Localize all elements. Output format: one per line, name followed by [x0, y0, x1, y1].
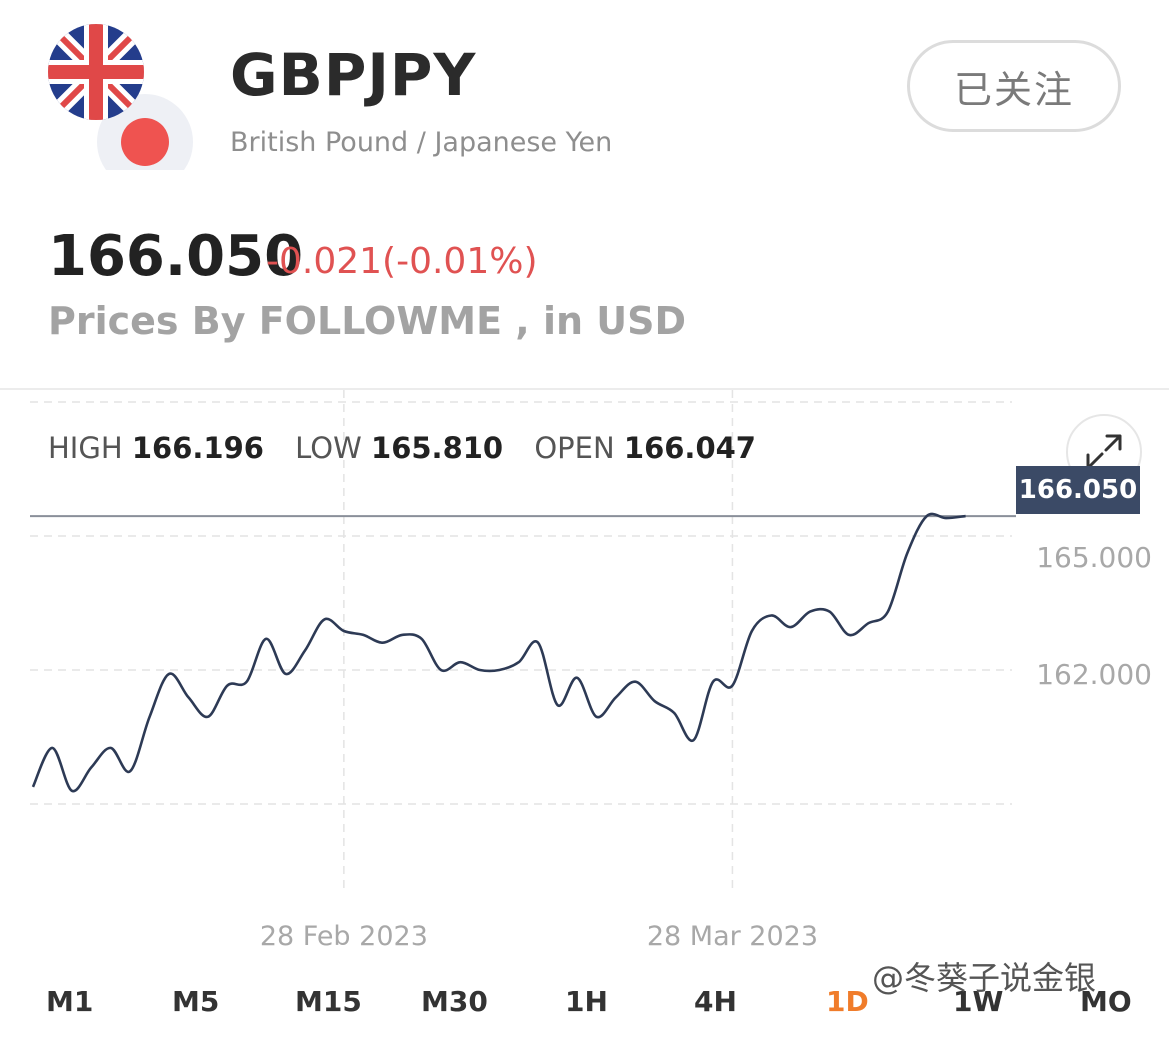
- price-chart[interactable]: 165.000 162.000 28 Feb 2023 28 Mar 2023: [0, 390, 1169, 960]
- symbol-title: GBPJPY: [230, 41, 477, 109]
- timeframe-m1[interactable]: M1: [46, 985, 94, 1018]
- timeframe-m5[interactable]: M5: [172, 985, 220, 1018]
- pair-name: British Pound / Japanese Yen: [230, 127, 613, 158]
- high-label: HIGH: [48, 431, 123, 465]
- watermark: @冬葵子说金银: [872, 959, 1097, 997]
- high-value: 166.196: [131, 431, 264, 465]
- divider: [0, 388, 1169, 390]
- current-price: 166.050: [48, 224, 304, 289]
- x-axis-ticks: 28 Feb 2023 28 Mar 2023: [260, 390, 818, 952]
- low-value: 165.810: [371, 431, 504, 465]
- uk-japan-flag-icon: [48, 24, 194, 190]
- x-tick-label: 28 Feb 2023: [260, 921, 428, 952]
- price-series: [31, 512, 966, 793]
- y-tick-label: 165.000: [1036, 541, 1152, 574]
- chart-grid: [30, 401, 1012, 805]
- x-tick-label: 28 Mar 2023: [647, 921, 818, 952]
- follow-button[interactable]: 已关注: [907, 40, 1121, 132]
- price-source: Prices By FOLLOWME , in USD: [48, 299, 687, 343]
- timeframe-m15[interactable]: M15: [295, 985, 362, 1018]
- timeframe-1w[interactable]: 1W: [953, 985, 1004, 1018]
- ohlc-stats: HIGH 166.196 LOW 165.810 OPEN 166.047: [48, 430, 756, 466]
- timeframe-1d[interactable]: 1D: [826, 985, 869, 1018]
- timeframe-mo[interactable]: MO: [1080, 985, 1132, 1018]
- y-tick-label: 162.000: [1036, 658, 1152, 691]
- current-price-tag: 166.050: [1016, 466, 1140, 514]
- open-value: 166.047: [623, 431, 756, 465]
- y-axis-ticks: 165.000 162.000: [1036, 541, 1152, 691]
- timeframe-4h[interactable]: 4H: [694, 985, 737, 1018]
- price-change: -0.021(-0.01%): [266, 241, 538, 282]
- open-label: OPEN: [534, 431, 615, 465]
- low-label: LOW: [295, 431, 362, 465]
- timeframe-1h[interactable]: 1H: [565, 985, 608, 1018]
- series-line: [31, 512, 966, 793]
- timeframe-m30[interactable]: M30: [421, 985, 488, 1018]
